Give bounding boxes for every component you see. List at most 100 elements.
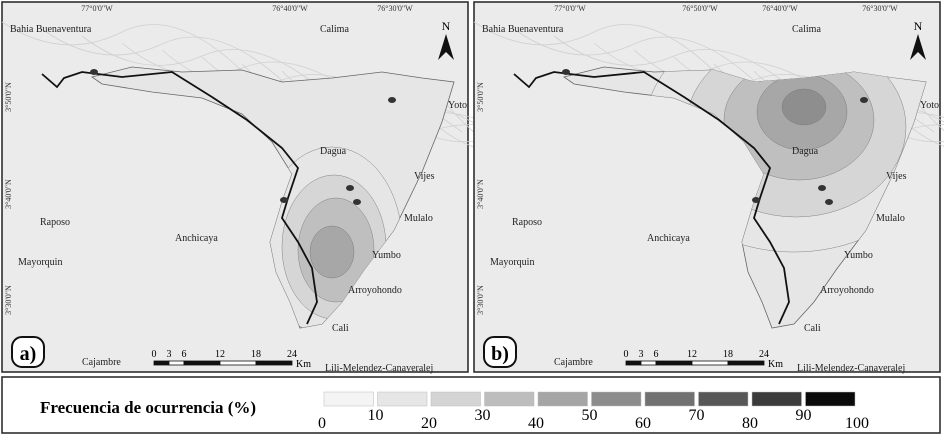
lon-tick: 76°40'0"W bbox=[762, 4, 798, 13]
town bbox=[825, 199, 833, 205]
legend-label: 100 bbox=[845, 415, 869, 432]
scale-tick: 12 bbox=[687, 349, 697, 360]
north-label: N bbox=[442, 19, 451, 33]
place-name: Dagua bbox=[320, 146, 347, 157]
north-arrow bbox=[438, 34, 454, 60]
place-name: Yoto bbox=[920, 100, 939, 111]
lat-tick: 3°40'0"N bbox=[4, 179, 13, 209]
scale-tick: 6 bbox=[182, 349, 187, 360]
legend-swatch bbox=[430, 391, 481, 407]
terrain-line bbox=[513, 28, 775, 101]
town bbox=[860, 97, 868, 103]
scale-tick: 3 bbox=[639, 349, 644, 360]
map-panel: Bahia Buenaventura Calima Yoto Dagua Vijes Ra… bbox=[473, 1, 944, 374]
legend-label: 10 bbox=[368, 407, 384, 424]
legend-label: 20 bbox=[421, 415, 437, 432]
lat-tick: 3°50'0"N bbox=[476, 82, 485, 112]
scale-tick: 0 bbox=[624, 349, 629, 360]
place-name: Calima bbox=[320, 24, 349, 35]
north-arrow bbox=[910, 34, 926, 60]
town bbox=[90, 69, 98, 75]
lon-tick: 76°50'0"W bbox=[682, 4, 718, 13]
place-name: Dagua bbox=[792, 146, 819, 157]
scale-tick: 18 bbox=[723, 349, 733, 360]
place-name: Anchicaya bbox=[647, 233, 690, 244]
contour bbox=[309, 225, 355, 279]
legend-swatch bbox=[537, 391, 588, 407]
lon-tick: 76°30'0"W bbox=[862, 4, 898, 13]
map-panel: Bahia Buenaventura Calima Yoto Dagua Vijes Ra… bbox=[1, 1, 703, 374]
legend-label: 90 bbox=[796, 407, 812, 424]
place-name: Cali bbox=[332, 323, 349, 334]
scale-tick: 12 bbox=[215, 349, 225, 360]
town bbox=[346, 185, 354, 191]
place-name: Mayorquin bbox=[18, 257, 62, 268]
terrain-line bbox=[81, 35, 343, 109]
place-name: Bahia Buenaventura bbox=[10, 24, 92, 35]
place-name: Arroyohondo bbox=[820, 285, 874, 296]
lat-tick: 3°30'0"N bbox=[476, 285, 485, 315]
town bbox=[818, 185, 826, 191]
place-name: Cajambre bbox=[82, 357, 121, 368]
town bbox=[280, 197, 288, 203]
contour bbox=[781, 88, 827, 126]
scale-tick: 0 bbox=[152, 349, 157, 360]
lat-tick: 3°40'0"N bbox=[476, 179, 485, 209]
scale-tick: 3 bbox=[167, 349, 172, 360]
scale-tick: 24 bbox=[759, 349, 769, 360]
lon-tick: 76°30'0"W bbox=[377, 4, 413, 13]
place-name: Vijes bbox=[886, 171, 907, 182]
terrain-line bbox=[41, 28, 303, 101]
label-box bbox=[11, 336, 45, 368]
legend-swatch bbox=[323, 391, 374, 407]
lat-tick: 3°30'0"N bbox=[4, 285, 13, 315]
scale-segment bbox=[691, 360, 729, 366]
place-name: Raposo bbox=[512, 217, 542, 228]
place-name: Cali bbox=[804, 323, 821, 334]
scale-unit: Km bbox=[296, 359, 311, 370]
town bbox=[388, 97, 396, 103]
legend-swatch bbox=[698, 391, 749, 407]
scale-tick: 6 bbox=[654, 349, 659, 360]
place-name: Lili-Melendez-Canaveralej bbox=[797, 363, 905, 374]
scale-tick: 24 bbox=[287, 349, 297, 360]
panel-label: a) bbox=[20, 343, 37, 365]
legend-label: 80 bbox=[742, 415, 758, 432]
place-name: Raposo bbox=[40, 217, 70, 228]
legend-label: 0 bbox=[318, 415, 326, 432]
place-name: Yumbo bbox=[372, 250, 401, 261]
legend-label: 50 bbox=[582, 407, 598, 424]
place-name: Calima bbox=[792, 24, 821, 35]
river bbox=[41, 71, 318, 325]
legend-title: Frecuencia de ocurrencia (%) bbox=[40, 398, 256, 417]
place-name: Anchicaya bbox=[175, 233, 218, 244]
legend-label: 30 bbox=[475, 407, 491, 424]
scale-segment bbox=[183, 360, 221, 366]
lat-tick: 3°50'0"N bbox=[4, 82, 13, 112]
lon-tick: 76°40'0"W bbox=[272, 4, 308, 13]
scale-segment bbox=[168, 360, 185, 366]
place-name: Yumbo bbox=[844, 250, 873, 261]
panel-label: b) bbox=[491, 343, 509, 365]
scale-segment bbox=[255, 360, 293, 366]
place-name: Vijes bbox=[414, 171, 435, 182]
legend-swatch bbox=[591, 391, 642, 407]
place-name: Mayorquin bbox=[490, 257, 534, 268]
terrain-line bbox=[553, 35, 815, 109]
scale-segment bbox=[625, 360, 642, 366]
label-box bbox=[483, 336, 517, 368]
legend-label: 70 bbox=[689, 407, 705, 424]
scale-segment bbox=[153, 360, 170, 366]
town bbox=[353, 199, 361, 205]
legend-label: 60 bbox=[635, 415, 651, 432]
place-name: Yoto bbox=[448, 100, 467, 111]
town bbox=[752, 197, 760, 203]
scale-unit: Km bbox=[768, 359, 783, 370]
place-name: Lili-Melendez-Canaveralej bbox=[325, 363, 433, 374]
scale-segment bbox=[640, 360, 657, 366]
north-label: N bbox=[914, 19, 923, 33]
legend-swatch bbox=[644, 391, 695, 407]
scale-segment bbox=[727, 360, 765, 366]
scale-segment bbox=[219, 360, 257, 366]
